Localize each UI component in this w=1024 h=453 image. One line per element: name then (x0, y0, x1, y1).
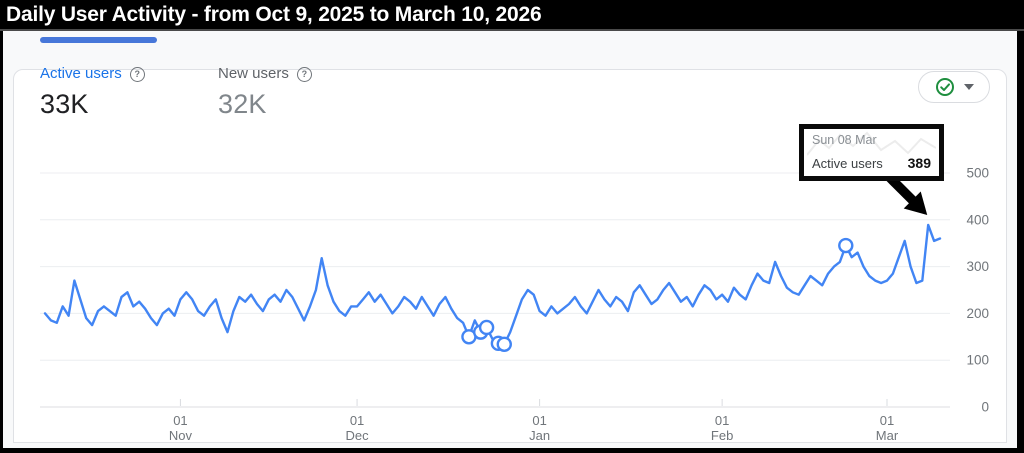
x-tick-label-month: Feb (711, 428, 733, 443)
x-tick-label-month: Dec (346, 428, 370, 443)
title-bar: Daily User Activity - from Oct 9, 2025 t… (0, 0, 1024, 31)
y-tick-label: 400 (966, 212, 989, 227)
data-quality-button[interactable] (918, 71, 990, 103)
x-tick-label-day: 01 (880, 413, 894, 428)
metric-label: Active users (40, 65, 122, 82)
metric-value: 33K (40, 89, 89, 119)
y-tick-label: 0 (981, 400, 989, 415)
x-tick-label-day: 01 (715, 413, 729, 428)
check-circle-icon (935, 78, 954, 96)
x-tick-label-day: 01 (173, 413, 187, 428)
marked-data-point (478, 319, 495, 336)
x-tick-label-day: 01 (350, 413, 364, 428)
x-tick-label-day: 01 (532, 413, 546, 428)
tooltip-metric-label: Active users (812, 156, 883, 171)
chevron-down-icon (963, 84, 974, 90)
tooltip-metric-value: 389 (907, 155, 931, 171)
y-tick-label: 200 (966, 306, 989, 321)
page-title: Daily User Activity - from Oct 9, 2025 t… (6, 2, 542, 26)
marked-data-point (496, 336, 512, 352)
metric-tab-new-users[interactable]: New users ? 32K (218, 66, 312, 120)
help-icon[interactable]: ? (296, 66, 312, 82)
annotation-arrow-head (903, 191, 928, 215)
x-tick-label-month: Nov (169, 428, 193, 443)
selected-metric-tab-indicator (40, 37, 157, 43)
tooltip-date: Sun 08 Mar (812, 133, 877, 147)
y-tick-label: 300 (966, 259, 989, 274)
marked-data-point (838, 237, 854, 254)
x-tick-label-month: Jan (529, 428, 550, 443)
x-tick-label-month: Mar (876, 428, 899, 443)
metric-value: 32K (218, 89, 267, 119)
metric-tab-active-users[interactable]: Active users ? 33K (40, 66, 145, 120)
annotation-tooltip: Sun 08 Mar Active users 389 (799, 124, 944, 181)
y-tick-label: 100 (966, 353, 989, 368)
metric-label: New users (218, 65, 289, 82)
y-tick-label: 500 (966, 166, 989, 181)
help-icon[interactable]: ? (129, 66, 145, 82)
